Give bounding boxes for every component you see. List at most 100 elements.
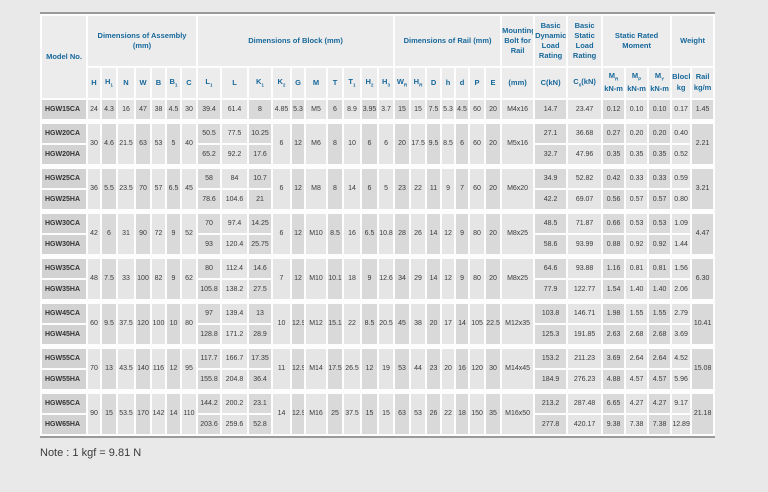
model-cell: HGW45CA (42, 304, 86, 323)
load-rating-cell: 77.9 (535, 280, 567, 299)
model-cell: HGW55CA (42, 349, 86, 368)
block-weight-cell: 0.40 (672, 124, 691, 143)
block-weight-cell: 4.52 (672, 349, 691, 368)
static-unit-header: C0(kN) (568, 68, 602, 98)
block-cell: 17.35 (249, 349, 271, 368)
load-rating-cell: 211.23 (568, 349, 602, 368)
block-group-header: Dimensions of Block (mm) (198, 16, 394, 66)
moment-group-header: Static Rated Moment (603, 16, 671, 66)
block-shared-cell: 12.9 (292, 394, 304, 434)
block-shared-cell: 12.6 (379, 259, 394, 299)
rail-cell: 9 (456, 214, 469, 254)
group-spacer (42, 391, 714, 392)
block-cell: 203.6 (198, 415, 220, 434)
assembly-cell: 120 (136, 304, 150, 344)
table-row: HGW65CA 90 15 53.5 170 142 14 110 144.2 200.2 23.1… (42, 394, 714, 434)
assembly-cell: 24 (88, 100, 100, 119)
assembly-cell: 63 (136, 124, 150, 164)
block-shared-cell: 6 (273, 214, 290, 254)
moment-cell: 0.33 (649, 169, 671, 188)
load-rating-cell: 47.96 (568, 145, 602, 164)
block-cell: 39.4 (198, 100, 220, 119)
rail-cell: 60 (470, 169, 485, 209)
rail-cell: 18 (456, 394, 469, 434)
block-shared-cell: 7 (273, 259, 290, 299)
block-cell: 17.6 (249, 145, 271, 164)
rail-cell: 35 (486, 394, 501, 434)
assembly-cell: 23.5 (118, 169, 134, 209)
moment-cell: 3.69 (603, 349, 625, 368)
assembly-cell: 45 (182, 169, 196, 209)
rail-cell: 12 (442, 214, 455, 254)
col-unit: kN-m (627, 84, 646, 94)
block-cell: 77.5 (222, 124, 247, 143)
rail-weight-cell: 10.41 (692, 304, 714, 344)
assembly-cell: 4.6 (102, 124, 116, 164)
moment-cell: 0.57 (649, 190, 671, 209)
block-col-header: K2 (273, 68, 290, 98)
moment-cell: 4.57 (649, 370, 671, 389)
moment-cell: 0.81 (626, 259, 648, 278)
rail-cell: 26 (411, 214, 426, 254)
rail-cell: 6 (456, 124, 469, 164)
block-cell: 70 (198, 214, 220, 233)
assembly-cell: 90 (88, 394, 100, 434)
assembly-cell: 30 (182, 100, 196, 119)
block-cell: 27.5 (249, 280, 271, 299)
block-shared-cell: 12 (292, 169, 304, 209)
rail-cell: 20 (427, 304, 441, 344)
moment-cell: 0.57 (626, 190, 648, 209)
rail-cell: 14 (456, 304, 469, 344)
rail-weight-cell: 1.45 (692, 100, 714, 119)
assembly-cell: 6.5 (167, 169, 180, 209)
weight-group-header: Weight (672, 16, 714, 66)
load-rating-cell: 34.9 (535, 169, 567, 188)
assembly-col-header: N (118, 68, 134, 98)
weight-col-header: Blockkg (672, 68, 691, 98)
rail-weight-cell: 21.18 (692, 394, 714, 434)
assembly-cell: 15 (102, 394, 116, 434)
model-cell: HGW15CA (42, 100, 86, 119)
spec-table-wrap: Model No. Dimensions of Assembly (mm) Dime… (40, 12, 716, 438)
table-row: HGW30CA 42 6 31 90 72 9 52 70 97.4 14.25 6 12 M10 8.5 1… (42, 214, 714, 254)
assembly-cell: 80 (182, 304, 196, 344)
moment-cell: 4.27 (649, 394, 671, 413)
assembly-cell: 53 (152, 124, 165, 164)
load-rating-cell: 122.77 (568, 280, 602, 299)
load-rating-cell: 27.1 (535, 124, 567, 143)
rail-col-header: d (456, 68, 469, 98)
assembly-cell: 5.5 (102, 169, 116, 209)
moment-cell: 0.53 (649, 214, 671, 233)
model-cell: HGW55HA (42, 370, 86, 389)
load-rating-cell: 23.47 (568, 100, 602, 119)
rail-weight-cell: 15.08 (692, 349, 714, 389)
block-cell: 21 (249, 190, 271, 209)
block-cell: 50.5 (198, 124, 220, 143)
assembly-col-header: B (152, 68, 165, 98)
rail-cell: 20 (486, 214, 501, 254)
block-col-header: M (306, 68, 326, 98)
block-shared-cell: 12 (292, 214, 304, 254)
load-rating-cell: 420.17 (568, 415, 602, 434)
assembly-cell: 31 (118, 214, 134, 254)
block-shared-cell: 9 (362, 259, 377, 299)
block-shared-cell: 12 (292, 124, 304, 164)
assembly-cell: 116 (152, 349, 165, 389)
col-symbol: MY (654, 71, 665, 82)
rail-cell: 8.5 (442, 124, 455, 164)
moment-cell: 0.20 (626, 124, 648, 143)
moment-cell: 0.66 (603, 214, 625, 233)
rail-col-header: P (470, 68, 485, 98)
moment-cell: 0.53 (626, 214, 648, 233)
block-shared-cell: 8.5 (328, 214, 342, 254)
rail-cell: 14 (427, 214, 441, 254)
block-cell: 204.8 (222, 370, 247, 389)
dynamic-unit-header: C(kN) (535, 68, 567, 98)
model-cell: HGW25CA (42, 169, 86, 188)
load-rating-cell: 184.9 (535, 370, 567, 389)
rail-col-header: WR (395, 68, 410, 98)
block-shared-cell: 26.5 (344, 349, 360, 389)
block-cell: 80 (198, 259, 220, 278)
rail-cell: 16 (456, 349, 469, 389)
block-shared-cell: 22 (344, 304, 360, 344)
